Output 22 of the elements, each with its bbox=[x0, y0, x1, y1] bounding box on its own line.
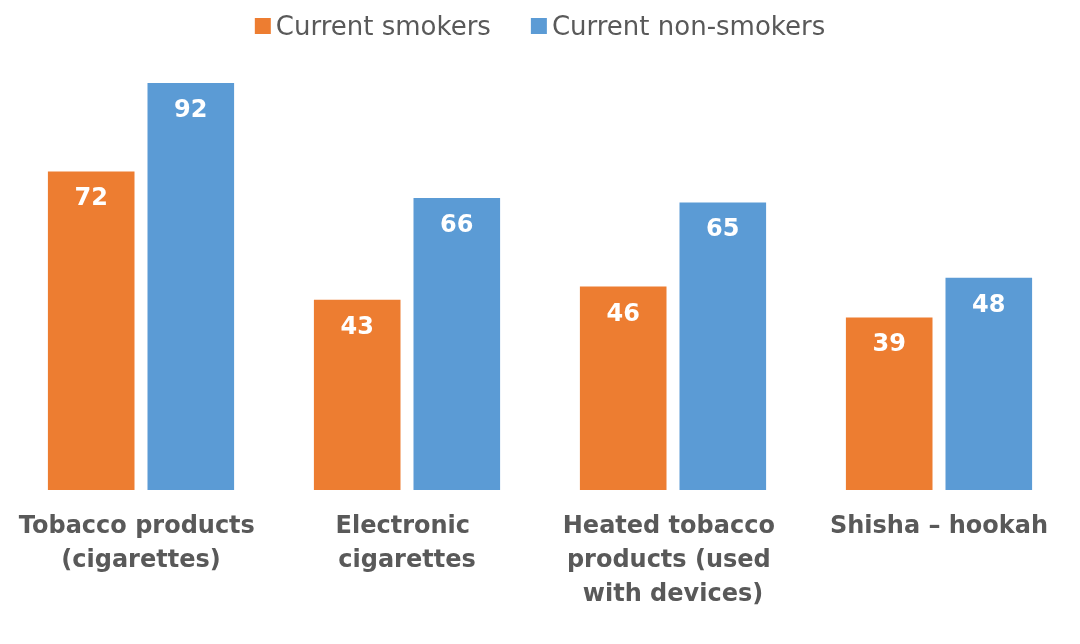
legend-label: Current non-smokers bbox=[551, 11, 826, 41]
data-label: 43 bbox=[340, 311, 374, 340]
bar bbox=[47, 171, 135, 490]
data-label: 66 bbox=[440, 210, 474, 239]
bar bbox=[945, 277, 1033, 490]
data-label: 72 bbox=[74, 183, 108, 212]
x-tick-label: Shisha – hookah bbox=[829, 511, 1049, 539]
data-label: 65 bbox=[706, 214, 740, 243]
x-tick-label: Tobacco products (cigarettes) bbox=[18, 511, 264, 573]
data-label: 92 bbox=[174, 95, 208, 123]
bar bbox=[313, 299, 401, 490]
data-label: 39 bbox=[872, 329, 906, 358]
data-label: 48 bbox=[972, 289, 1006, 318]
bar bbox=[413, 198, 501, 490]
x-tick-label: Electronic cigarettes bbox=[335, 511, 479, 573]
bar bbox=[845, 317, 933, 490]
bar bbox=[579, 286, 667, 490]
x-tick-label: Heated tobacco products (used with devices) bbox=[562, 511, 784, 607]
bar bbox=[147, 83, 235, 490]
legend-label: Current smokers bbox=[275, 11, 491, 41]
data-label: 46 bbox=[606, 298, 640, 327]
bar bbox=[679, 202, 767, 490]
